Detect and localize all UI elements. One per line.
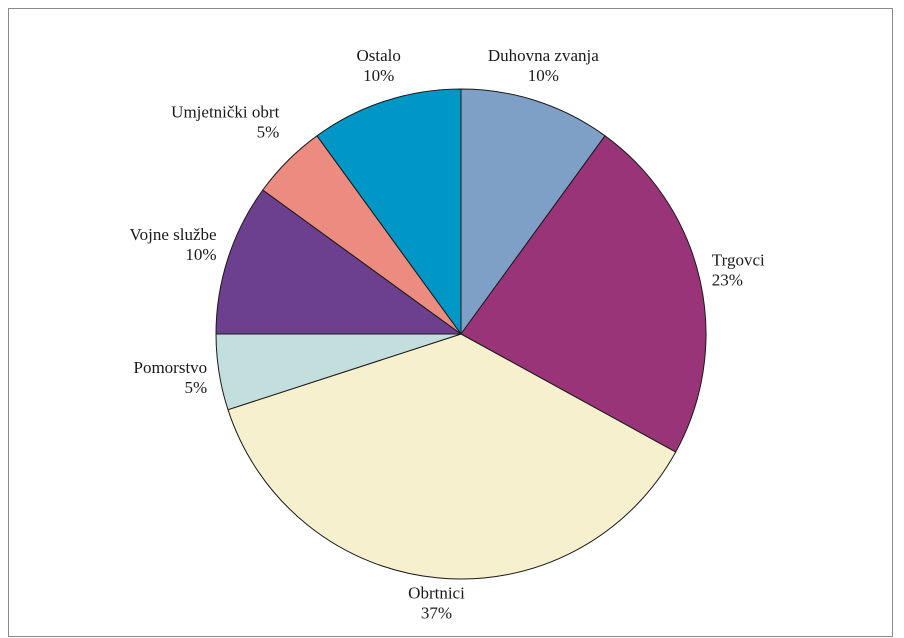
- pie-labels: Duhovna zvanja10%Trgovci23%Obrtnici37%Po…: [130, 46, 765, 623]
- slice-value-pomorstvo: 5%: [185, 378, 208, 397]
- slice-value-trgovci: 23%: [712, 271, 743, 290]
- slice-value-umjetnicki-obrt: 5%: [257, 122, 280, 141]
- pie-slice-trgovci: [460, 135, 707, 453]
- pie-slice-obrtnici: [227, 333, 677, 580]
- pie-slice-duhovna-zvanja: [460, 88, 606, 335]
- pie-slices: [215, 88, 707, 580]
- slice-label-pomorstvo: Pomorstvo: [134, 358, 208, 377]
- pie-slice-vojne-sluzbe: [215, 189, 462, 335]
- slice-value-ostalo: 10%: [363, 66, 394, 85]
- slice-label-trgovci: Trgovci: [712, 251, 765, 270]
- slice-label-ostalo: Ostalo: [357, 46, 401, 65]
- chart-frame: Duhovna zvanja 10% Trgovci 23% Obrtnici 37% Po…: [8, 8, 893, 637]
- slice-label-umjetnicki-obrt: Umjetnički obrt: [171, 102, 279, 121]
- slice-value-obrtnici: 37%: [421, 604, 452, 623]
- pie-slice-ostalo: [316, 88, 462, 335]
- slice-value-duhovna-zvanja: 10%: [528, 66, 559, 85]
- pie-chart: Duhovna zvanja10%Trgovci23%Obrtnici37%Po…: [130, 46, 765, 623]
- slice-label-obrtnici: Obrtnici: [408, 584, 465, 603]
- slice-label-vojne-sluzbe: Vojne službe: [130, 225, 217, 244]
- slice-label-duhovna-zvanja: Duhovna zvanja: [488, 46, 599, 65]
- slice-value-vojne-sluzbe: 10%: [185, 245, 216, 264]
